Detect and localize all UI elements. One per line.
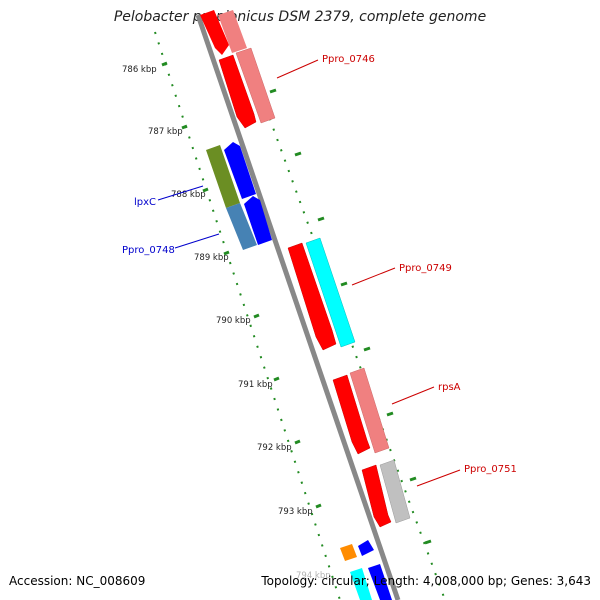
gene-label-ppro-0749[interactable]: Ppro_0749 — [399, 263, 452, 274]
kbp-label: 789 kbp — [194, 253, 229, 263]
kbp-label: 792 kbp — [257, 443, 292, 453]
gene-blue-top[interactable] — [224, 142, 256, 199]
gene-partial-red[interactable] — [200, 10, 229, 55]
gene-ppro-0751-b[interactable] — [379, 459, 411, 524]
kbp-label: 790 kbp — [216, 316, 251, 326]
right-major-ticks — [269, 88, 432, 545]
gene-ppro-0749-b[interactable] — [305, 237, 356, 348]
genome-backbone — [195, 14, 401, 600]
leader-ppro-0746 — [276, 59, 319, 79]
gene-rpsa-b[interactable] — [349, 367, 390, 454]
kbp-label: 794 kbp — [296, 571, 331, 581]
gene-label-ppro-0751[interactable]: Ppro_0751 — [464, 464, 517, 475]
kbp-label: 791 kbp — [238, 380, 273, 390]
leader-ppro-0751 — [416, 469, 461, 487]
gene-blue-arrow-small[interactable] — [358, 540, 374, 556]
gene-ppro-0749-a[interactable] — [287, 242, 337, 351]
gene-ppro-0746-a[interactable] — [218, 54, 257, 129]
gene-label-rpsa[interactable]: rpsA — [438, 382, 461, 393]
leader-ppro-0748 — [174, 233, 220, 249]
gene-label-ppro-0746[interactable]: Ppro_0746 — [322, 54, 375, 65]
gene-blue-bottom[interactable] — [244, 196, 272, 245]
kbp-label: 793 kbp — [278, 507, 313, 517]
gene-partial-pink[interactable] — [218, 10, 247, 53]
genome-summary-text: Topology: circular; Length: 4,008,000 bp… — [261, 574, 591, 588]
gene-ppro-0748[interactable] — [226, 203, 257, 250]
gene-blue-bottom-partial[interactable] — [368, 564, 392, 600]
kbp-label: 788 kbp — [171, 190, 206, 200]
gene-orange[interactable] — [340, 544, 357, 561]
leader-rpsa — [391, 386, 435, 405]
right-tick-track — [231, 14, 446, 600]
gene-cyan-bottom[interactable] — [350, 568, 372, 600]
gene-lpxc[interactable] — [206, 145, 240, 208]
accession-text: Accession: NC_008609 — [9, 574, 146, 588]
gene-label-ppro-0748[interactable]: Ppro_0748 — [122, 245, 175, 256]
gene-ppro-0751-a[interactable] — [361, 464, 392, 528]
leader-lpxc — [157, 185, 204, 201]
kbp-label: 786 kbp — [122, 65, 157, 75]
gene-label-lpxc[interactable]: lpxC — [134, 197, 156, 208]
left-major-ticks — [161, 61, 322, 509]
leader-ppro-0749 — [351, 267, 396, 286]
gene-ppro-0746-b[interactable] — [235, 47, 276, 124]
gene-rpsa-a[interactable] — [332, 374, 371, 455]
kbp-label: 787 kbp — [148, 127, 183, 137]
